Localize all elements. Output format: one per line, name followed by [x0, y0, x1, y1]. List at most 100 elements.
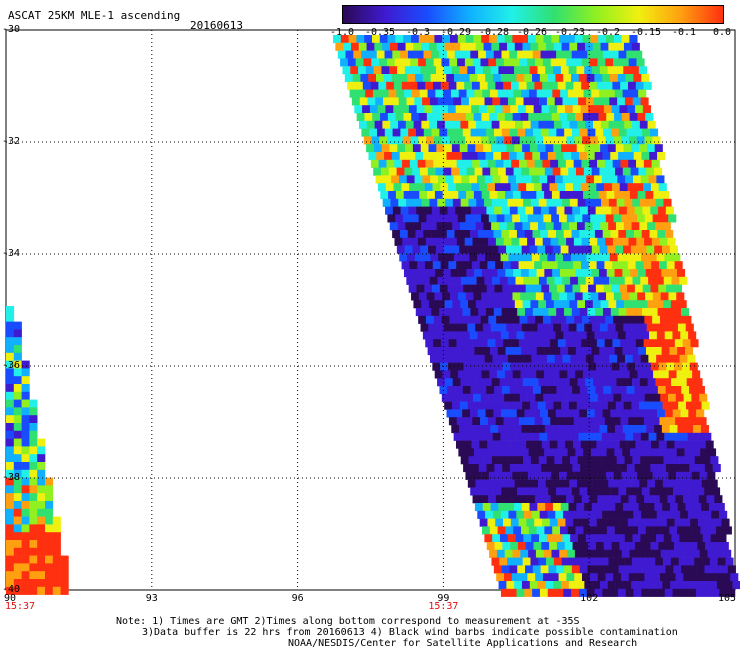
- swath-cell: [436, 144, 445, 153]
- swath-cell: [679, 276, 688, 285]
- swath-cell: [636, 573, 645, 582]
- swath-cell: [626, 50, 635, 59]
- swath-cell: [459, 167, 468, 176]
- swath-cell: [52, 571, 61, 580]
- swath-cell: [519, 417, 528, 426]
- swath-cell: [29, 579, 38, 588]
- swath-cell: [564, 128, 573, 137]
- swath-cell: [471, 362, 480, 371]
- swath-cell: [673, 542, 683, 551]
- swath-cell: [6, 524, 15, 533]
- swath-cell: [637, 549, 646, 558]
- swath-cell: [540, 386, 549, 395]
- swath-cell: [470, 230, 479, 239]
- swath-cell: [645, 370, 654, 379]
- swath-cell: [602, 331, 611, 340]
- swath-cell: [645, 113, 654, 122]
- swath-cell: [401, 183, 410, 192]
- swath-cell: [586, 588, 595, 597]
- swath-cell: [612, 261, 621, 270]
- swath-cell: [482, 245, 491, 254]
- swath-cell: [468, 456, 477, 465]
- swath-cell: [725, 557, 734, 566]
- swath-cell: [493, 50, 502, 59]
- swath-cell: [593, 175, 603, 184]
- swath-cell: [538, 276, 548, 285]
- swath-cell: [537, 66, 546, 75]
- swath-cell: [568, 401, 578, 410]
- swath-cell: [631, 479, 640, 488]
- swath-cell: [642, 128, 651, 137]
- swath-cell: [405, 144, 414, 153]
- swath-cell: [596, 362, 605, 371]
- swath-cell: [557, 183, 566, 192]
- swath-cell: [570, 534, 579, 543]
- swath-cell: [516, 152, 525, 161]
- swath-cell: [706, 495, 715, 504]
- swath-cell: [420, 167, 429, 176]
- swath-cell: [528, 448, 537, 457]
- swath-cell: [657, 230, 666, 239]
- swath-cell: [453, 354, 462, 363]
- swath-cell: [640, 432, 649, 441]
- swath-cell: [547, 588, 556, 597]
- swath-cell: [570, 253, 579, 262]
- swath-cell: [572, 542, 581, 551]
- swath-cell: [606, 370, 615, 379]
- swath-cell: [606, 292, 615, 301]
- time-label: 15:37: [4, 601, 36, 612]
- swath-cell: [443, 245, 452, 254]
- swath-cell: [603, 386, 612, 395]
- swath-cell: [610, 565, 619, 574]
- swath-cell: [480, 417, 489, 426]
- swath-cell: [496, 35, 505, 44]
- swath-cell: [700, 526, 709, 535]
- swath-cell: [705, 518, 714, 527]
- swath-cell: [514, 581, 523, 590]
- swath-cell: [533, 464, 542, 473]
- swath-cell: [415, 230, 424, 239]
- swath-cell: [547, 432, 556, 441]
- swath-cell: [573, 237, 582, 246]
- swath-cell: [629, 113, 638, 122]
- x-tick-label: 102: [580, 593, 599, 604]
- swath-cell: [641, 409, 650, 418]
- swath-cell: [537, 503, 546, 512]
- swath-cell: [580, 542, 589, 551]
- swath-cell: [495, 261, 504, 270]
- swath-cell: [488, 237, 497, 246]
- swath-cell: [45, 477, 54, 486]
- swath-cell: [504, 292, 513, 301]
- swath-cell: [458, 370, 467, 379]
- swath-cell: [395, 113, 404, 122]
- swath-cell: [682, 440, 691, 449]
- swath-cell: [503, 159, 512, 168]
- swath-cell: [505, 347, 514, 356]
- swath-cell: [607, 425, 616, 434]
- swath-cell: [675, 417, 684, 426]
- swath-cell: [457, 35, 466, 44]
- swath-cell: [347, 58, 356, 67]
- swath-cell: [521, 66, 530, 75]
- swath-cell: [491, 120, 500, 129]
- swath-cell: [480, 136, 489, 145]
- swath-cell: [470, 308, 479, 317]
- swath-cell: [528, 35, 537, 44]
- swath-cell: [552, 245, 561, 254]
- swath-cell: [629, 370, 638, 379]
- swath-cell: [556, 206, 565, 215]
- swath-cell: [575, 269, 584, 278]
- swath-cell: [594, 253, 603, 262]
- swath-cell: [426, 35, 435, 44]
- colorbar: [342, 5, 724, 24]
- swath-cell: [600, 222, 609, 231]
- swath-cell: [635, 183, 644, 192]
- swath-cell: [585, 97, 595, 106]
- swath-cell: [605, 214, 614, 223]
- swath-cell: [508, 74, 517, 83]
- swath-cell: [424, 284, 433, 293]
- swath-cell: [669, 526, 678, 535]
- swath-cell: [409, 183, 418, 192]
- swath-cell: [13, 547, 22, 556]
- swath-cell: [539, 97, 548, 106]
